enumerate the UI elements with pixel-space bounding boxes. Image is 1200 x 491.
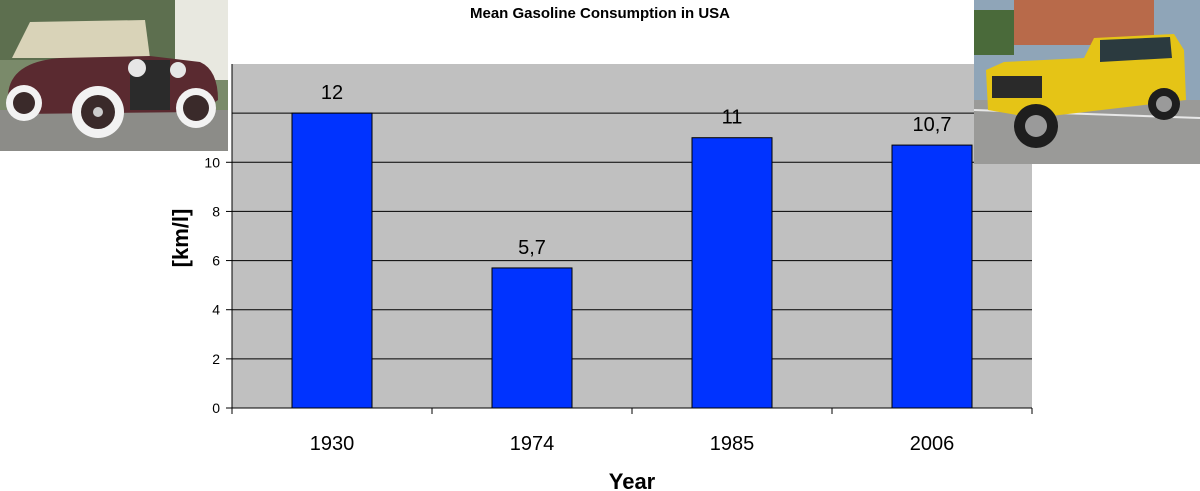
y-tick-label: 6 (212, 253, 220, 269)
bar (291, 112, 373, 409)
y-tick-label: 0 (212, 400, 220, 416)
bar (891, 144, 973, 409)
data-label: 5,7 (518, 237, 546, 259)
chart-title: Mean Gasoline Consumption in USA (469, 5, 731, 22)
y-axis-title: [km/l] (168, 209, 193, 268)
y-tick-label: 2 (212, 351, 220, 367)
y-tick-label: 4 (212, 302, 220, 318)
x-tick-label: 1985 (710, 433, 755, 455)
data-label: 12 (321, 82, 343, 104)
bar (691, 137, 773, 409)
x-tick-label: 1974 (510, 433, 555, 455)
vintage-car-photo (0, 0, 228, 151)
bar (491, 267, 573, 409)
hummer-suv-photo (974, 0, 1200, 164)
data-label: 10,7 (913, 114, 952, 136)
x-tick-label: 1930 (310, 433, 355, 455)
data-label: 11 (722, 107, 743, 129)
x-tick-label: 2006 (910, 433, 955, 455)
y-tick-label: 8 (212, 203, 220, 219)
x-axis-title: Year (609, 469, 656, 491)
y-tick-label: 10 (204, 154, 220, 170)
